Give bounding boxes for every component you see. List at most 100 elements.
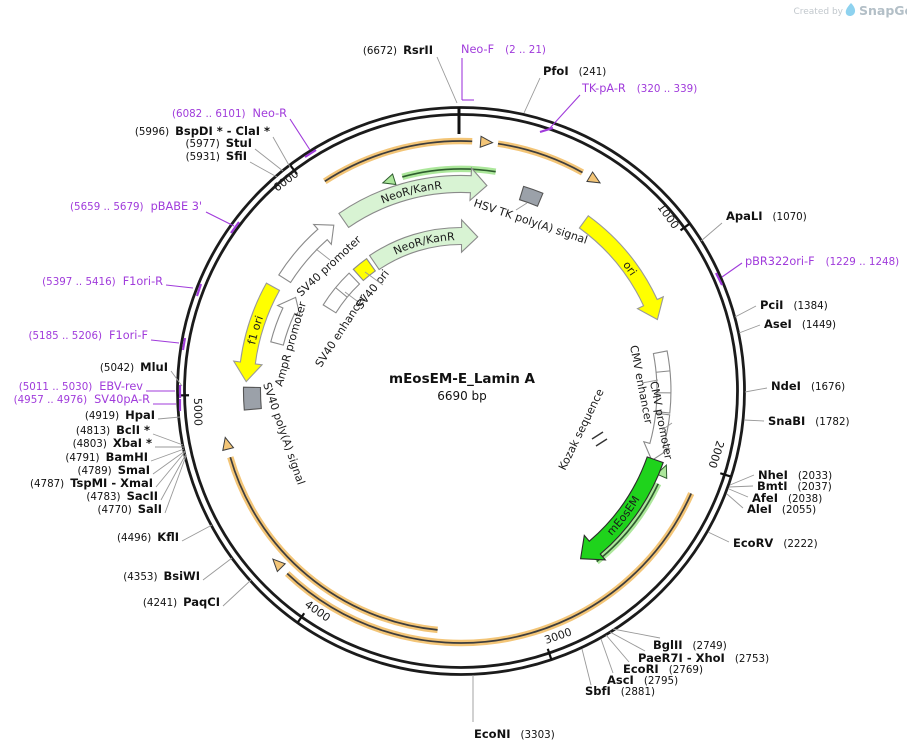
primer-mark-TK-pA-R	[539, 126, 554, 134]
leader-line-TspMI-XmaI	[155, 451, 186, 488]
site-label-AseI[interactable]: AseI (1449)	[764, 317, 836, 331]
site-label-SacII[interactable]: (4783) SacII	[86, 489, 158, 503]
connector-line-5	[661, 422, 673, 431]
site-label-PfoI[interactable]: PfoI (241)	[543, 64, 606, 78]
feature-label-SV40-poly-A-signal[interactable]: SV40 poly(A) signal	[260, 381, 307, 487]
cds-arc-top-right[interactable]	[497, 140, 585, 176]
leader-line-BsiWI	[202, 557, 233, 581]
primer-label-pBABE-3-[interactable]: (5659 .. 5679) pBABE 3'	[70, 200, 202, 213]
leader-line-MluI	[170, 370, 183, 387]
plasmid-backbone-outer	[176, 106, 746, 676]
primer-label-pBR322ori-F[interactable]: pBR322ori-F (1229 .. 1248)	[745, 255, 899, 268]
site-label-XbaI-[interactable]: (4803) XbaI *	[73, 436, 152, 450]
site-label-NheI[interactable]: NheI (2033)	[758, 468, 832, 482]
f1-ori-arrow[interactable]	[232, 282, 281, 383]
watermark-brand: SnapGene	[859, 3, 907, 18]
tick-mark-1000	[679, 222, 691, 232]
cds-arc-lamin-core	[286, 493, 692, 644]
primer-mark-pBR322ori-F	[715, 272, 723, 286]
cmv-promoter-arrow[interactable]	[642, 412, 671, 462]
leader-line-AleI	[726, 493, 744, 509]
cds-arc-lamin-head	[272, 558, 287, 573]
site-label-PaqCI[interactable]: (4241) PaqCI	[143, 595, 220, 609]
primer-leader-TK-pA-R-0	[549, 94, 581, 129]
cds-arc-top-right-core	[497, 142, 583, 174]
site-label-StuI[interactable]: (5977) StuI	[186, 136, 253, 150]
site-label-NdeI[interactable]: NdeI (1676)	[771, 379, 845, 393]
site-label-PaeR7I-XhoI[interactable]: PaeR7I - XhoI (2753)	[638, 651, 769, 665]
site-label-AfeI[interactable]: AfeI (2038)	[752, 491, 822, 505]
site-label-BspDI-ClaI-[interactable]: (5996) BspDI * - ClaI *	[135, 124, 270, 138]
neor-kanr-inner[interactable]	[368, 218, 479, 271]
neor-kanr-outer[interactable]	[338, 166, 488, 229]
site-label-BclI-[interactable]: (4813) BclI *	[76, 423, 150, 437]
site-label-BmtI[interactable]: BmtI (2037)	[757, 479, 832, 493]
watermark: Created by SnapGene	[793, 3, 907, 18]
primer-leader-F1ori-F-0	[150, 339, 180, 344]
sv40-ori-box[interactable]	[352, 257, 377, 282]
cds-arc-inner[interactable]	[227, 456, 438, 634]
site-label-SmaI[interactable]: (4789) SmaI	[77, 463, 150, 477]
tick-mark-3000	[546, 648, 553, 661]
feature-label-Kozak-sequence[interactable]: Kozak sequence	[556, 387, 607, 473]
ampr-promoter-arrow[interactable]	[270, 296, 301, 346]
tick-mark-4000	[296, 612, 306, 624]
kozak-mark-0	[591, 431, 604, 440]
primer-label-EBV-rev[interactable]: (5011 .. 5030) EBV-rev	[19, 380, 144, 393]
leader-line-BamHI	[150, 448, 185, 462]
site-label-SnaBI[interactable]: SnaBI (1782)	[768, 414, 850, 428]
site-label-TspMI-XmaI[interactable]: (4787) TspMI - XmaI	[30, 476, 153, 490]
site-label-BamHI[interactable]: (4791) BamHI	[65, 450, 148, 464]
ori-arrow[interactable]	[578, 215, 665, 321]
sv40-promoter-arrow[interactable]	[278, 223, 335, 284]
site-label-BglII[interactable]: BglII (2749)	[653, 638, 727, 652]
site-label-HpaI[interactable]: (4919) HpaI	[85, 408, 155, 422]
primer-mark-F1ori-R	[195, 283, 203, 297]
primer-label-F1ori-R[interactable]: (5397 .. 5416) F1ori-R	[42, 275, 163, 288]
site-label-SfiI[interactable]: (5931) SfiI	[186, 149, 247, 163]
primer-label-Neo-R[interactable]: (6082 .. 6101) Neo-R	[172, 107, 287, 120]
primer-leader-Neo-R-0	[289, 118, 311, 151]
site-label-AleI[interactable]: AleI (2055)	[747, 502, 816, 516]
leader-line-SfiI	[249, 161, 278, 178]
site-label-RsrII[interactable]: (6672) RsrII	[363, 43, 433, 57]
site-label-PciI[interactable]: PciI (1384)	[760, 298, 828, 312]
plasmid-title: mEosEM-E_Lamin A	[389, 371, 536, 387]
leader-line-BglII	[612, 628, 661, 639]
cmv-enhancer-arc[interactable]	[652, 350, 672, 414]
site-label-SbfI[interactable]: SbfI (2881)	[585, 684, 655, 698]
primer-label-F1ori-F[interactable]: (5185 .. 5206) F1ori-F	[28, 329, 148, 342]
cds-arc-top-left-core	[324, 140, 473, 183]
site-label-ApaLI[interactable]: ApaLI (1070)	[726, 209, 807, 223]
leader-line-EcoRI	[605, 634, 630, 663]
leader-line-SbfI	[581, 648, 592, 686]
site-label-MluI[interactable]: (5042) MluI	[100, 360, 168, 374]
site-label-EcoNI[interactable]: EcoNI (3303)	[474, 727, 555, 741]
hsv-tk-polya-box[interactable]	[518, 185, 544, 207]
cds-arc-top-right-head	[586, 171, 602, 184]
primer-label-Neo-F[interactable]: Neo-F (2 .. 21)	[461, 43, 546, 56]
leader-line-PaqCI	[222, 579, 252, 607]
site-label-BsiWI[interactable]: (4353) BsiWI	[123, 569, 200, 583]
site-label-AscI[interactable]: AscI (2795)	[607, 673, 678, 687]
cds-arc-inner-core	[229, 456, 438, 631]
arc-divider-2	[335, 287, 348, 298]
site-label-KflI[interactable]: (4496) KflI	[117, 530, 179, 544]
tick-label-5000: 5000	[191, 398, 204, 426]
site-label-EcoRV[interactable]: EcoRV (2222)	[733, 536, 818, 550]
leader-line-SmaI	[152, 450, 186, 475]
primer-leader-pBR322ori-F-0	[721, 262, 743, 278]
sv40-polya-box[interactable]	[242, 386, 262, 411]
leader-line-AscI	[600, 638, 614, 674]
primer-label-SV40pA-R[interactable]: (4957 .. 4976) SV40pA-R	[14, 393, 151, 406]
tick-mark-6000	[289, 164, 298, 175]
site-label-EcoRI[interactable]: EcoRI (2769)	[623, 662, 703, 676]
primer-label-TK-pA-R[interactable]: TK-pA-R (320 .. 339)	[581, 82, 697, 95]
watermark-created-by: Created by	[793, 7, 843, 17]
primer-leader-pBABE-3--0	[205, 211, 235, 227]
site-label-SalI[interactable]: (4770) SalI	[97, 502, 162, 516]
primer-mark-Neo-R	[304, 149, 317, 158]
leader-line-NdeI	[744, 387, 768, 393]
meosem-arrow[interactable]	[579, 456, 664, 561]
